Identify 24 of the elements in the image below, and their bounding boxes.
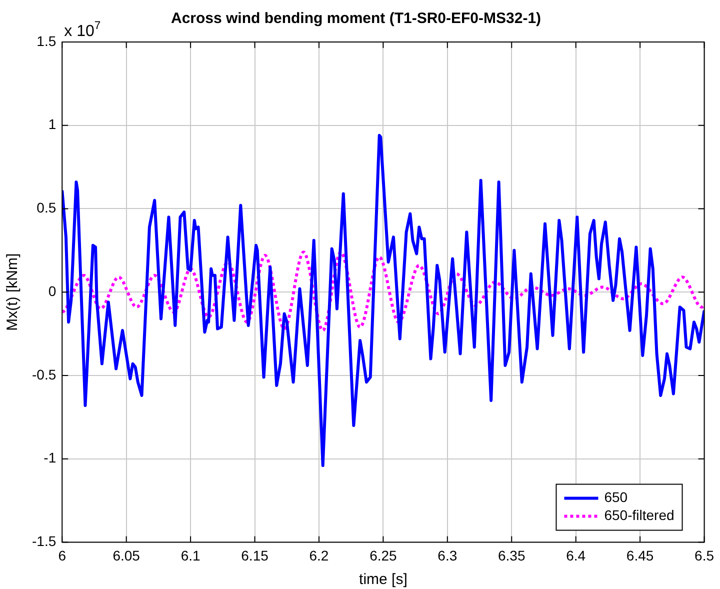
legend-label: 650 — [604, 489, 628, 506]
x-tick-label: 6.35 — [498, 547, 526, 564]
x-tick-label: 6.45 — [626, 547, 654, 564]
x-tick-label: 6.2 — [309, 547, 329, 564]
y-tick-label: 1 — [48, 116, 56, 132]
y-tick-label: 1.5 — [36, 32, 56, 49]
x-tick-label: 6.4 — [566, 547, 586, 564]
x-tick-label: 6.05 — [112, 547, 140, 564]
y-tick-label: -0.5 — [32, 366, 56, 382]
x-axis-title: time [s] — [359, 571, 408, 588]
x-tick-label: 6.1 — [180, 547, 200, 564]
y-tick-label: 0.5 — [36, 200, 56, 216]
y-axis-title: Mx(t) [kNm] — [4, 253, 22, 331]
chart-title: Across wind bending moment (T1-SR0-EF0-MS32-1) — [170, 10, 542, 28]
line-series — [62, 250, 704, 332]
y-tick-label: -1 — [44, 450, 56, 466]
x-tick-label: 6 — [58, 547, 66, 564]
x-tick-label: 6.15 — [241, 547, 269, 564]
y-tick-label: -1.5 — [32, 533, 56, 550]
x-tick-label: 6.3 — [438, 547, 458, 564]
legend-label: 650-filtered — [604, 507, 674, 524]
x-tick-label: 6.25 — [370, 547, 398, 564]
x-tick-label: 6.5 — [694, 547, 714, 564]
y-tick-label: 0 — [48, 282, 56, 299]
